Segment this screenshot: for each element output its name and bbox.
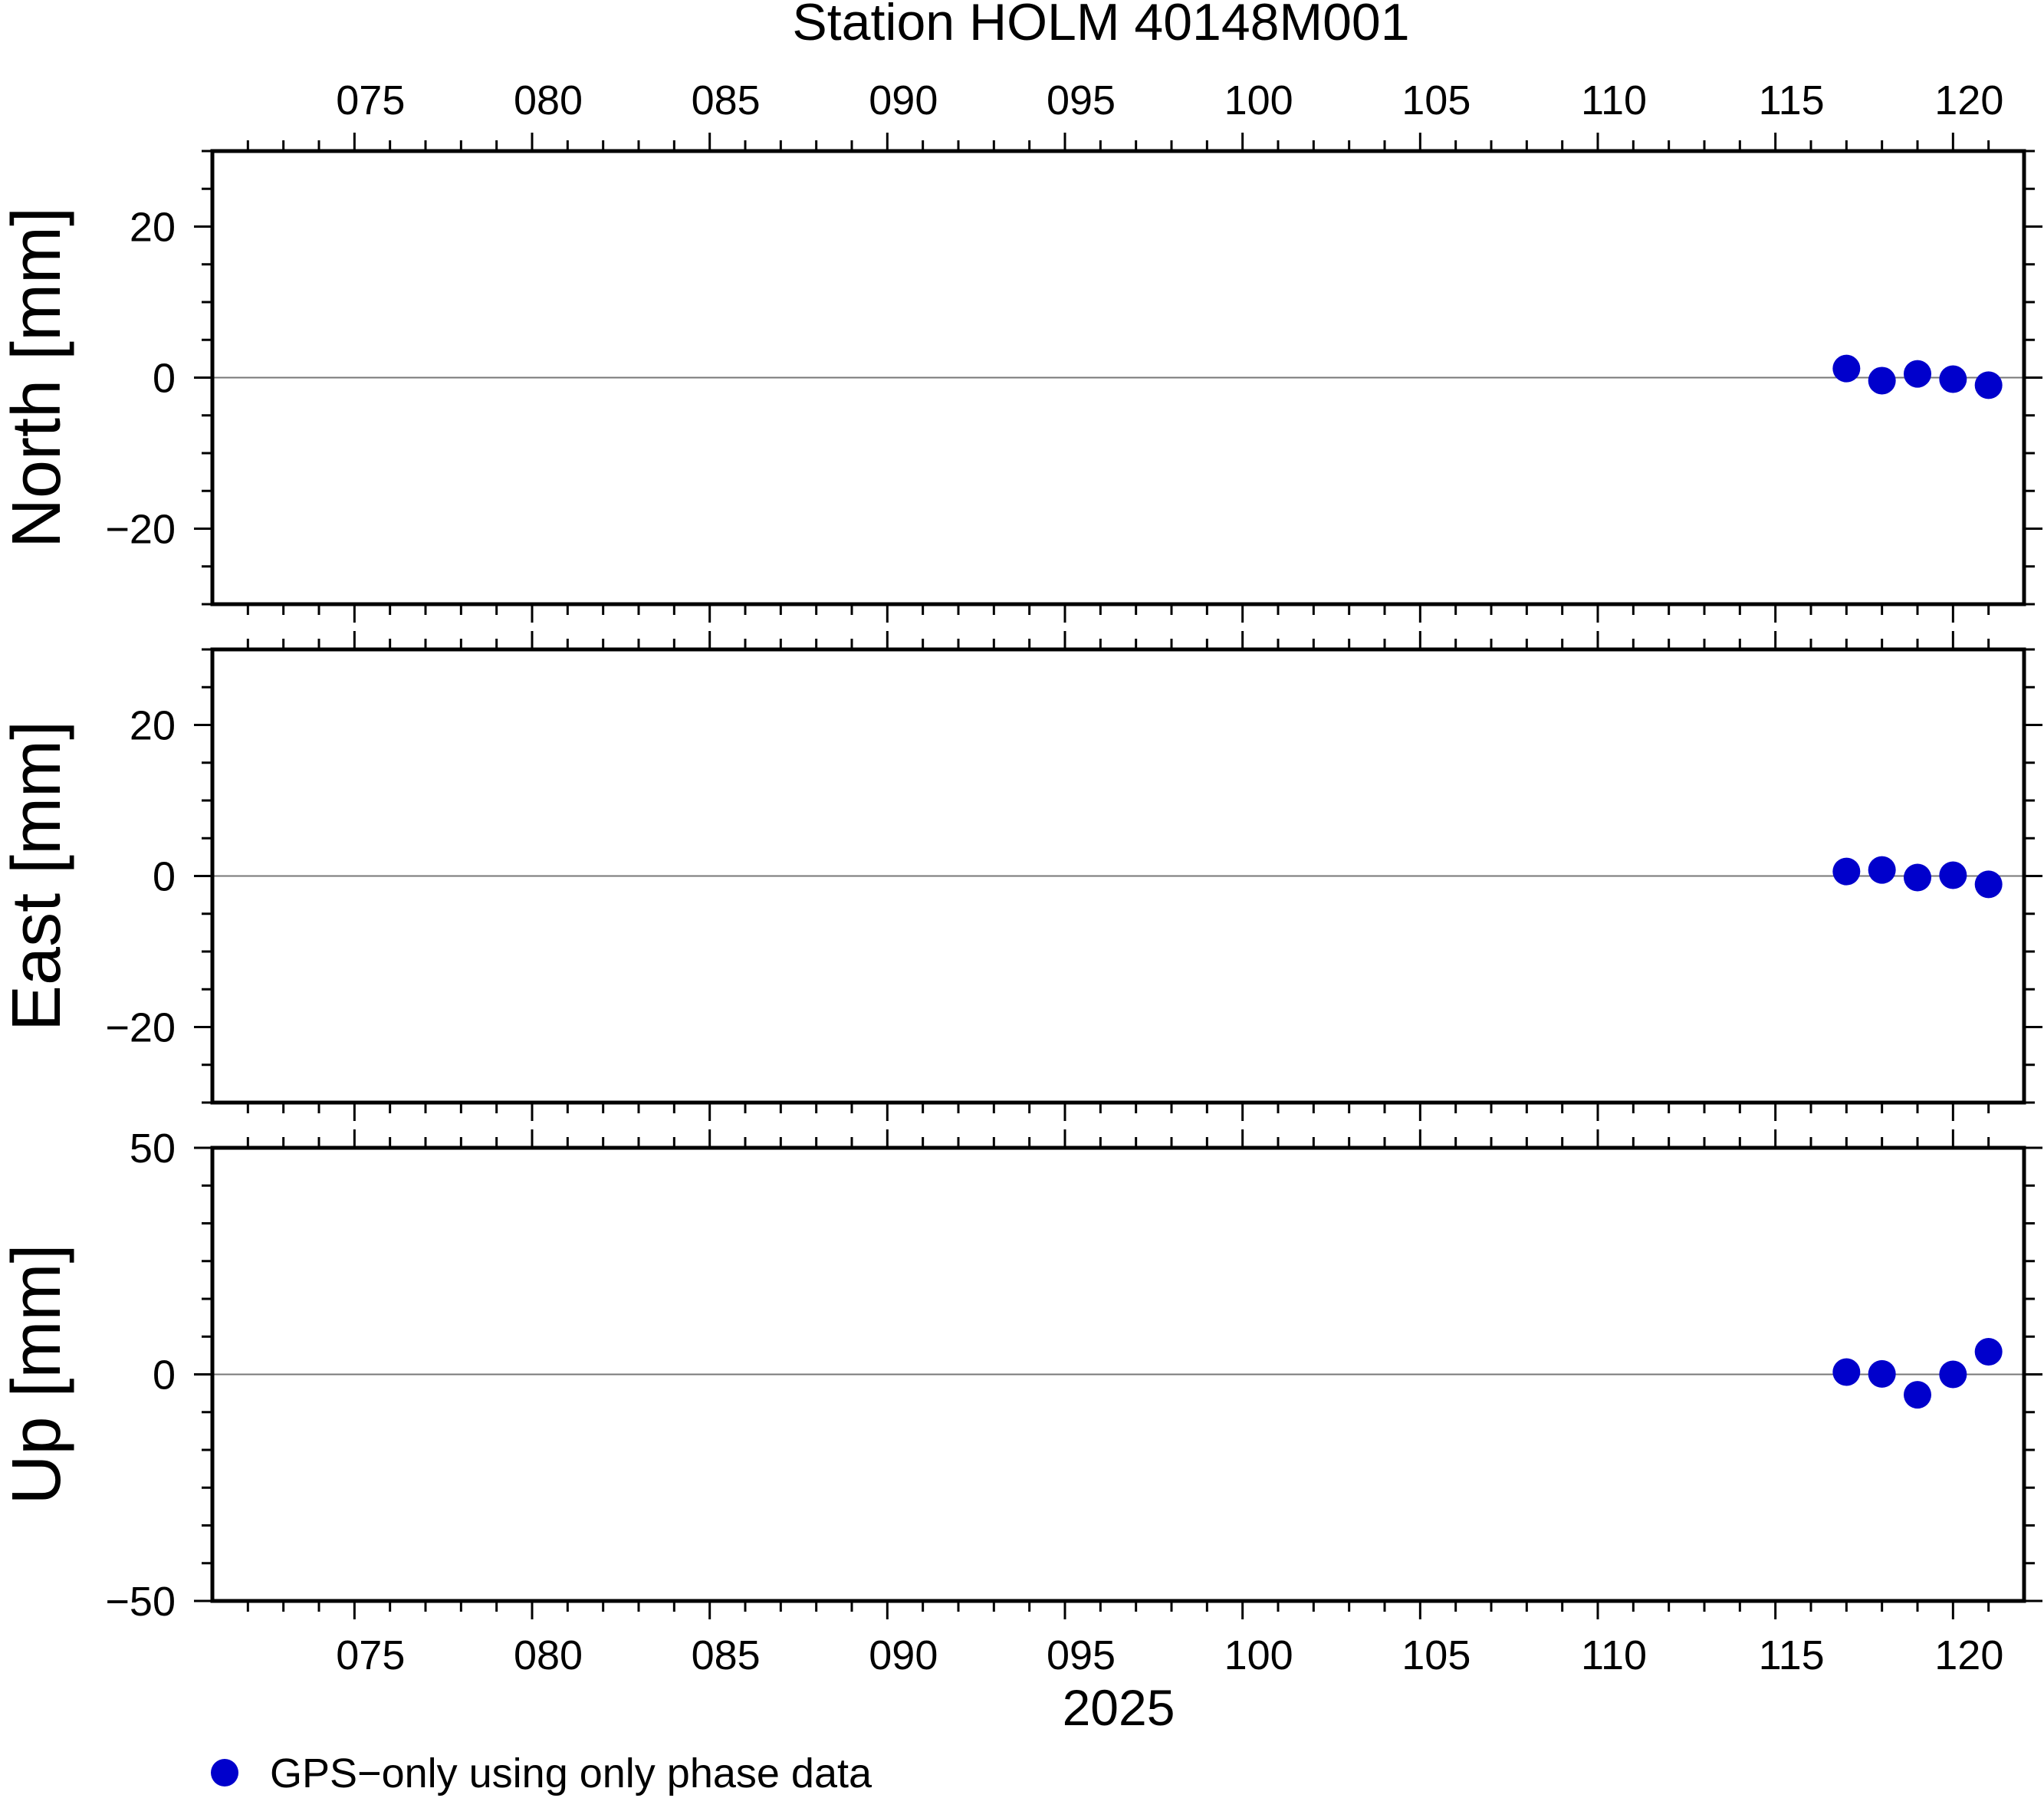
y-axis-label: East [mm]: [0, 721, 75, 1031]
x-tick-label-bottom: 085: [692, 1632, 761, 1678]
data-point: [1832, 857, 1861, 886]
y-tick-label: −20: [105, 507, 176, 553]
x-tick-label-bottom: 095: [1047, 1632, 1116, 1678]
x-tick-label-top: 085: [692, 77, 761, 123]
legend-label: GPS−only using only phase data: [270, 1750, 872, 1796]
data-point: [1904, 1381, 1931, 1409]
y-axis-label: North [mm]: [0, 207, 75, 548]
y-tick-label: 0: [153, 854, 176, 900]
x-tick-label-top: 075: [336, 77, 405, 123]
x-tick-label-bottom: 120: [1934, 1632, 2003, 1678]
x-tick-label-top: 110: [1581, 77, 1647, 123]
x-tick-label-top: 105: [1402, 77, 1471, 123]
data-point: [1974, 371, 2003, 399]
x-tick-label-bottom: 100: [1224, 1632, 1293, 1678]
x-tick-label-top: 080: [514, 77, 583, 123]
x-tick-label-bottom: 080: [514, 1632, 583, 1678]
y-tick-label: 20: [130, 205, 176, 251]
panel-1: 20 0 −20 North [mm]: [0, 133, 2042, 623]
y-tick-label: −50: [105, 1579, 176, 1625]
data-point: [1904, 360, 1931, 388]
legend-marker: [211, 1759, 238, 1786]
data-point: [1974, 870, 2003, 899]
data-point: [1939, 1360, 1967, 1389]
y-tick-label: 0: [153, 356, 176, 402]
data-point: [1974, 1337, 2003, 1366]
data-point: [1868, 856, 1896, 884]
x-tick-label-bottom: 090: [869, 1632, 938, 1678]
x-tick-label-top: 120: [1934, 77, 2003, 123]
panel-2: 20 0 −20 East [mm]: [0, 631, 2042, 1121]
panels: 20 0 −20 North [mm] 20 0 −20 East [mm] 50 0 −50 Up …: [0, 77, 2042, 1678]
x-tick-label-bottom: 110: [1581, 1632, 1647, 1678]
data-point: [1868, 367, 1896, 395]
y-tick-label: −20: [105, 1005, 176, 1051]
panel-3: 50 0 −50 Up [mm]: [0, 1126, 2042, 1625]
x-tick-label-top: 090: [869, 77, 938, 123]
data-point: [1868, 1359, 1896, 1388]
x-axis-label: 2025: [1063, 1679, 1175, 1736]
data-point: [1939, 861, 1967, 889]
x-tick-label-bottom: 115: [1759, 1632, 1825, 1678]
x-tick-label-bottom: 075: [336, 1632, 405, 1678]
data-point: [1832, 1358, 1861, 1386]
chart-title: Station HOLM 40148M001: [792, 0, 1409, 51]
y-tick-label: 20: [130, 703, 176, 749]
data-point: [1904, 863, 1931, 892]
y-axis-label: Up [mm]: [0, 1244, 75, 1504]
y-tick-label: 0: [153, 1353, 176, 1399]
x-tick-label-top: 115: [1759, 77, 1825, 123]
y-tick-label: 50: [130, 1126, 176, 1172]
x-tick-label-top: 100: [1224, 77, 1293, 123]
data-point: [1939, 365, 1967, 393]
x-tick-label-top: 095: [1047, 77, 1116, 123]
legend: GPS−only using only phase data: [211, 1750, 872, 1796]
x-tick-labels: 075 075 080 080 085 085 090 090 095 095 100 100 105 1…: [336, 77, 2003, 1678]
data-point: [1832, 354, 1861, 383]
x-tick-label-bottom: 105: [1402, 1632, 1471, 1678]
